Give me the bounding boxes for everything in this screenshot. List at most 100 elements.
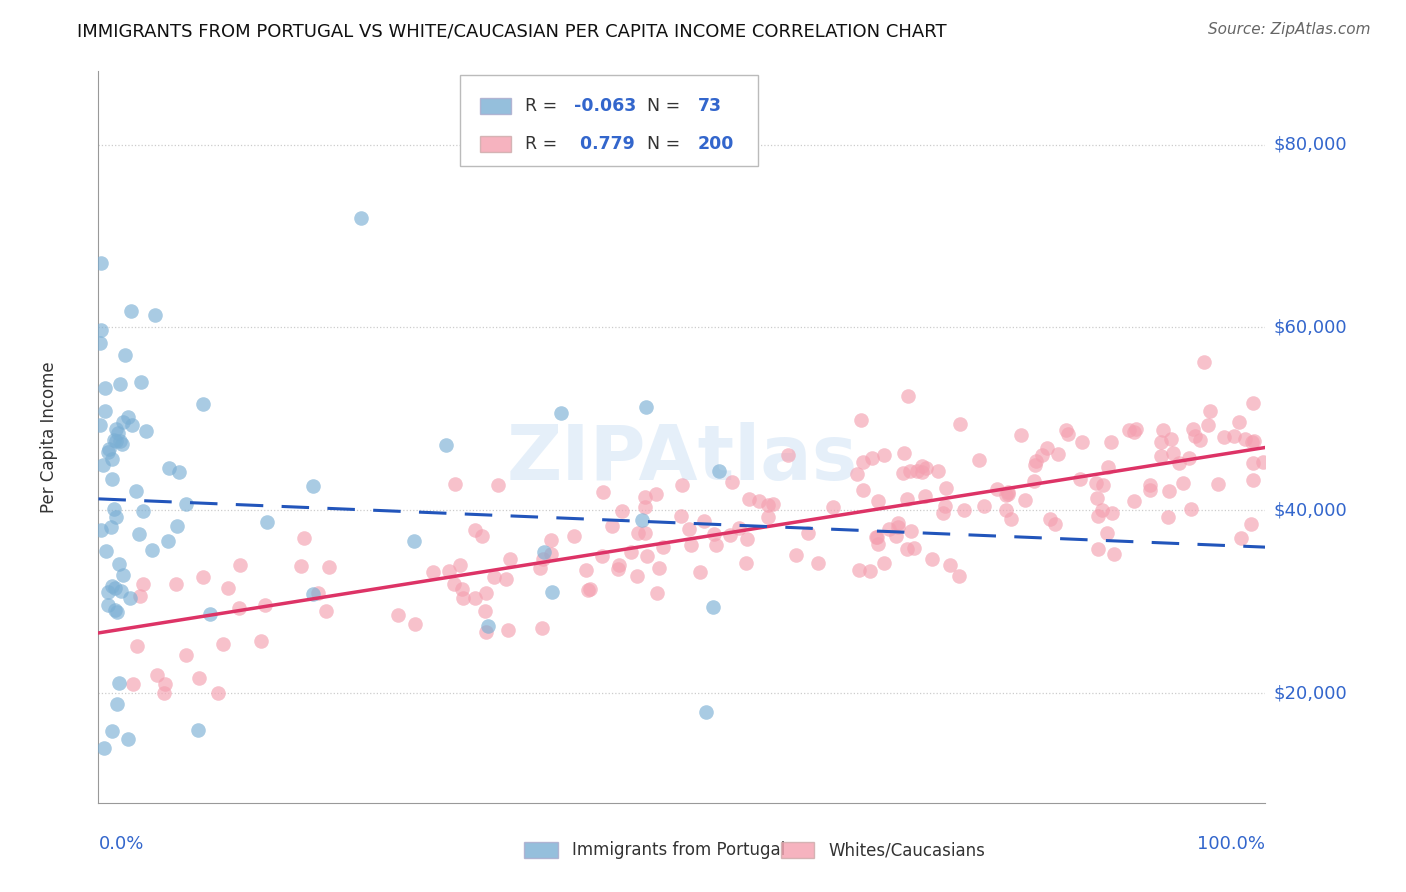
Point xyxy=(531,552,554,566)
Point xyxy=(953,503,976,517)
Point xyxy=(735,532,758,546)
Point xyxy=(117,410,139,425)
Point xyxy=(579,582,602,596)
Point xyxy=(704,539,727,553)
Point xyxy=(550,406,572,420)
Point xyxy=(250,634,273,648)
Point xyxy=(1024,458,1046,472)
Point xyxy=(1150,434,1173,449)
Point xyxy=(823,500,845,514)
Text: 73: 73 xyxy=(697,96,721,114)
Point xyxy=(948,569,970,583)
Point xyxy=(464,591,486,605)
Point xyxy=(153,677,176,691)
Point xyxy=(927,464,949,478)
Point xyxy=(689,565,711,579)
Point xyxy=(1180,502,1202,516)
Point xyxy=(157,460,180,475)
Point xyxy=(905,464,928,478)
Point xyxy=(540,533,562,547)
Point xyxy=(592,485,614,500)
Point xyxy=(1188,434,1211,448)
Point xyxy=(631,512,654,526)
Point xyxy=(98,442,121,457)
Point xyxy=(128,589,150,603)
Point xyxy=(645,586,668,600)
Point xyxy=(737,492,759,507)
Point xyxy=(1181,422,1204,436)
Point xyxy=(90,523,112,537)
Point xyxy=(121,417,143,432)
Point xyxy=(166,519,188,533)
Point xyxy=(1230,531,1253,545)
Point xyxy=(1157,483,1180,498)
Point xyxy=(807,556,830,570)
Point xyxy=(198,607,221,622)
Point xyxy=(893,446,915,460)
Text: N =: N = xyxy=(647,136,681,153)
Point xyxy=(89,335,111,350)
Point xyxy=(1198,404,1220,418)
Point xyxy=(636,549,658,563)
FancyBboxPatch shape xyxy=(460,75,758,167)
Point xyxy=(1047,446,1070,460)
Point xyxy=(318,559,340,574)
Point xyxy=(626,569,648,583)
Point xyxy=(1010,428,1032,442)
Point xyxy=(110,584,132,599)
Point xyxy=(464,523,486,537)
Point xyxy=(900,524,922,539)
Point xyxy=(997,485,1019,500)
Point xyxy=(1101,506,1123,520)
Point xyxy=(877,522,900,536)
Point xyxy=(1085,476,1108,491)
Point xyxy=(846,467,869,481)
Point xyxy=(1139,483,1161,498)
Point xyxy=(449,558,471,573)
Point xyxy=(212,636,235,650)
Point xyxy=(89,418,111,433)
Point xyxy=(111,568,134,582)
Point xyxy=(1139,478,1161,492)
Point xyxy=(868,537,890,551)
Point xyxy=(146,667,169,681)
Point xyxy=(1031,448,1053,462)
Point xyxy=(141,543,163,558)
Point xyxy=(107,676,129,690)
Point xyxy=(575,563,598,577)
Point xyxy=(1000,512,1022,526)
Point xyxy=(748,494,770,508)
Point xyxy=(921,551,943,566)
Point xyxy=(1099,435,1122,450)
Point xyxy=(1160,432,1182,446)
Point xyxy=(131,504,153,518)
Point xyxy=(315,604,337,618)
Point xyxy=(290,559,312,574)
Point xyxy=(866,529,889,543)
Point xyxy=(997,487,1019,501)
Point xyxy=(797,526,820,541)
Text: Whites/Caucasians: Whites/Caucasians xyxy=(828,841,986,859)
FancyBboxPatch shape xyxy=(479,97,510,113)
Point xyxy=(103,501,125,516)
Point xyxy=(911,465,934,479)
Point xyxy=(104,581,127,595)
Point xyxy=(1071,434,1094,449)
Point xyxy=(474,586,496,600)
Point xyxy=(896,492,918,507)
Point xyxy=(307,585,329,599)
Text: R =: R = xyxy=(524,136,557,153)
Point xyxy=(108,376,131,391)
Text: R =: R = xyxy=(524,96,557,114)
Point xyxy=(104,602,127,616)
Point xyxy=(702,599,724,614)
Point xyxy=(678,523,700,537)
Point xyxy=(576,583,599,598)
Point xyxy=(122,677,145,691)
Point xyxy=(422,565,444,579)
Point xyxy=(652,541,675,555)
Point xyxy=(1125,422,1147,436)
Point xyxy=(627,526,650,541)
Point xyxy=(914,489,936,503)
Point xyxy=(120,304,142,318)
